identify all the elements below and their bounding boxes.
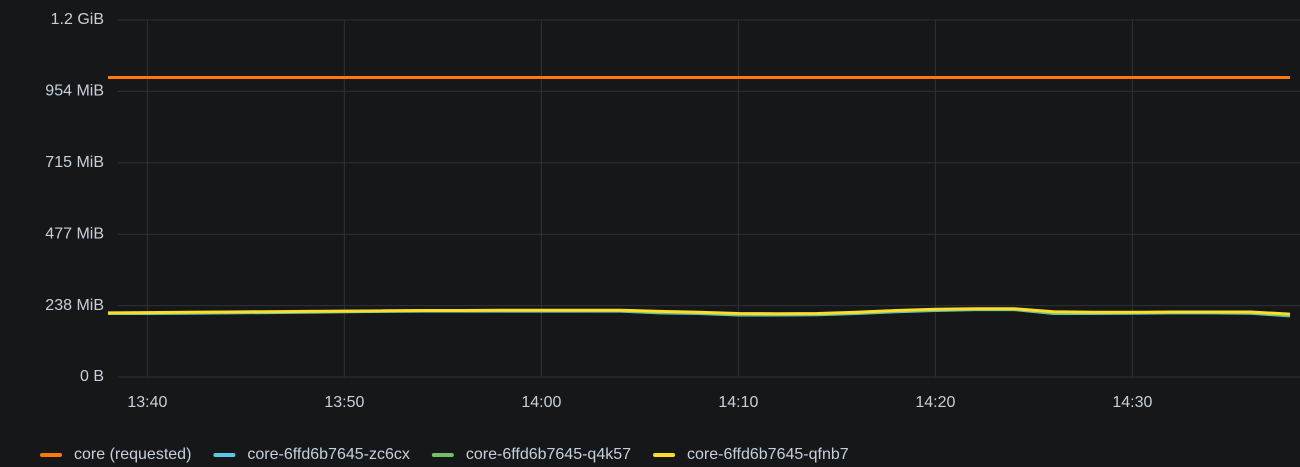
series-line xyxy=(107,307,1291,316)
y-tick-label: 477 MiB xyxy=(45,225,104,242)
legend-label: core-6ffd6b7645-qfnb7 xyxy=(687,446,849,463)
y-tick-label: 0 B xyxy=(80,368,104,385)
legend-swatch xyxy=(40,453,62,457)
x-tick-label: 14:00 xyxy=(521,394,561,411)
y-tick-label: 715 MiB xyxy=(45,154,104,171)
y-tick-label: 1.2 GiB xyxy=(51,11,104,28)
x-tick-label: 13:50 xyxy=(324,394,364,411)
legend-swatch xyxy=(213,453,236,457)
x-tick-label: 14:10 xyxy=(718,394,758,411)
legend-label: core (requested) xyxy=(74,446,191,463)
y-tick-label: 238 MiB xyxy=(45,297,104,314)
legend-label: core-6ffd6b7645-zc6cx xyxy=(247,446,409,463)
y-tick-label: 954 MiB xyxy=(45,83,104,100)
x-tick-label: 14:20 xyxy=(915,394,955,411)
legend-swatch xyxy=(653,453,676,457)
x-tick-label: 14:30 xyxy=(1112,394,1152,411)
legend-swatch xyxy=(431,453,454,457)
legend-label: core-6ffd6b7645-q4k57 xyxy=(466,446,631,463)
x-tick-label: 13:40 xyxy=(127,394,167,411)
